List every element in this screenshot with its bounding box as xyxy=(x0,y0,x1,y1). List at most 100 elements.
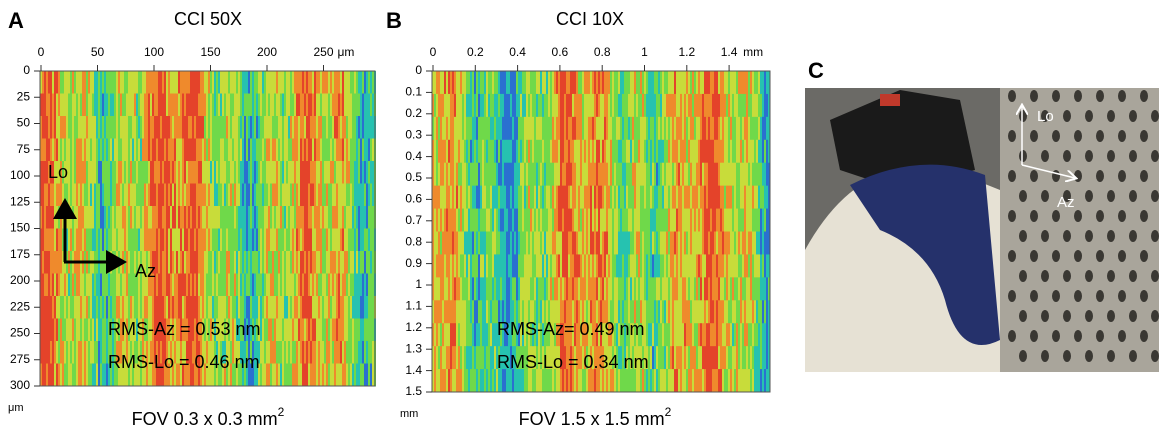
heatmap-cell xyxy=(620,277,622,301)
heatmap-cell xyxy=(334,228,336,252)
heatmap-cell xyxy=(144,318,146,342)
heatmap-cell xyxy=(676,208,678,232)
heatmap-cell xyxy=(480,277,482,301)
y-tick-label: 150 xyxy=(10,221,30,235)
heatmap-cell xyxy=(496,369,498,393)
heatmap-cell xyxy=(108,206,110,229)
panel-hole xyxy=(1151,190,1159,202)
heatmap-cell xyxy=(668,231,670,255)
heatmap-cell xyxy=(550,277,552,301)
heatmap-cell xyxy=(538,346,540,370)
heatmap-cell xyxy=(222,71,224,94)
heatmap-cell xyxy=(60,116,62,139)
heatmap-cell xyxy=(72,228,74,252)
heatmap-cell xyxy=(534,277,536,301)
heatmap-cell xyxy=(712,185,714,210)
heatmap-cell xyxy=(548,162,550,187)
heatmap-cell xyxy=(724,116,726,141)
heatmap-cell xyxy=(562,323,564,347)
heatmap-cell xyxy=(620,254,622,278)
heatmap-cell xyxy=(488,208,490,232)
heatmap-cell xyxy=(48,251,50,274)
heatmap-cell xyxy=(176,138,178,162)
heatmap-cell xyxy=(504,346,506,370)
heatmap-cell xyxy=(56,273,58,297)
heatmap-cell xyxy=(102,341,104,364)
heatmap-cell xyxy=(132,138,134,162)
heatmap-cell xyxy=(506,93,508,118)
heatmap-cell xyxy=(372,116,374,139)
heatmap-cell xyxy=(366,273,368,297)
heatmap-cell xyxy=(300,228,302,252)
heatmap-cell xyxy=(368,341,370,364)
heatmap-cell xyxy=(506,231,508,255)
heatmap-cell xyxy=(194,318,196,342)
heatmap-cell xyxy=(342,206,344,229)
heatmap-cell xyxy=(468,208,470,232)
x-tick-label: 0.2 xyxy=(467,45,484,59)
heatmap-cell xyxy=(676,254,678,278)
heatmap-cell xyxy=(106,161,108,184)
heatmap-cell xyxy=(276,93,278,117)
heatmap-cell xyxy=(154,138,156,162)
heatmap-cell xyxy=(102,138,104,162)
heatmap-cell xyxy=(332,93,334,117)
heatmap-cell xyxy=(42,116,44,139)
heatmap-cell xyxy=(646,369,648,393)
heatmap-cell xyxy=(166,363,168,387)
heatmap-cell xyxy=(542,208,544,232)
heatmap-cell xyxy=(206,296,208,319)
heatmap-cell xyxy=(704,185,706,210)
heatmap-cell xyxy=(284,296,286,319)
heatmap-cell xyxy=(458,323,460,347)
heatmap-cell xyxy=(526,116,528,141)
heatmap-cell xyxy=(246,318,248,342)
heatmap-cell xyxy=(90,138,92,162)
heatmap-cell xyxy=(102,161,104,184)
heatmap-cell xyxy=(524,300,526,324)
heatmap-cell xyxy=(470,139,472,164)
heatmap-cell xyxy=(266,71,268,94)
heatmap-cell xyxy=(532,93,534,118)
heatmap-cell xyxy=(186,341,188,364)
heatmap-cell xyxy=(754,231,756,255)
heatmap-cell xyxy=(482,71,484,95)
heatmap-cell xyxy=(572,116,574,141)
heatmap-cell xyxy=(234,341,236,364)
heatmap-cell xyxy=(714,254,716,278)
heatmap-cell xyxy=(366,138,368,162)
heatmap-cell xyxy=(592,185,594,210)
heatmap-cell xyxy=(268,251,270,274)
heatmap-cell xyxy=(202,251,204,274)
heatmap-cell xyxy=(312,251,314,274)
heatmap-cell xyxy=(44,251,46,274)
heatmap-cell xyxy=(520,116,522,141)
heatmap-cell xyxy=(140,116,142,139)
heatmap-cell xyxy=(622,162,624,187)
heatmap-cell xyxy=(754,346,756,370)
heatmap-cell xyxy=(638,93,640,118)
heatmap-cell xyxy=(520,369,522,393)
heatmap-cell xyxy=(304,138,306,162)
heatmap-cell xyxy=(152,341,154,364)
panel-hole xyxy=(1107,350,1115,362)
heatmap-cell xyxy=(544,231,546,255)
heatmap-cell xyxy=(106,296,108,319)
heatmap-cell xyxy=(650,323,652,347)
heatmap-cell xyxy=(660,93,662,118)
heatmap-cell xyxy=(240,71,242,94)
heatmap-cell xyxy=(54,71,56,94)
heatmap-cell xyxy=(106,273,108,297)
heatmap-cell xyxy=(706,139,708,164)
heatmap-cell xyxy=(108,138,110,162)
heatmap-cell xyxy=(558,277,560,301)
heatmap-cell xyxy=(360,138,362,162)
heatmap-cell xyxy=(510,300,512,324)
heatmap-cell xyxy=(520,139,522,164)
heatmap-cell xyxy=(610,116,612,141)
heatmap-cell xyxy=(458,93,460,118)
heatmap-cell xyxy=(580,162,582,187)
panel-hole xyxy=(1008,290,1016,302)
heatmap-cell xyxy=(728,139,730,164)
heatmap-cell xyxy=(202,206,204,229)
